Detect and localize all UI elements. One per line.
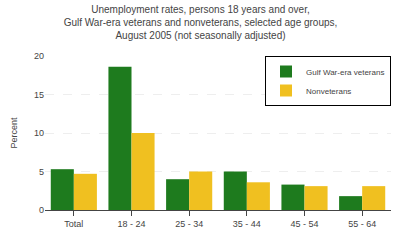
svg-text:0: 0 — [39, 205, 44, 215]
svg-text:18 - 24: 18 - 24 — [117, 219, 145, 229]
svg-text:15: 15 — [34, 90, 44, 100]
svg-text:35 - 44: 35 - 44 — [233, 219, 261, 229]
svg-text:Total: Total — [64, 219, 83, 229]
svg-text:45 - 54: 45 - 54 — [290, 219, 318, 229]
svg-text:55 - 64: 55 - 64 — [348, 219, 376, 229]
svg-text:Gulf War-era veterans: Gulf War-era veterans — [306, 68, 384, 77]
svg-text:5: 5 — [39, 167, 44, 177]
svg-text:25 - 34: 25 - 34 — [175, 219, 203, 229]
svg-text:20: 20 — [34, 51, 44, 61]
svg-text:Nonveterans: Nonveterans — [306, 87, 351, 96]
svg-text:Unemployment rates, persons 18: Unemployment rates, persons 18 years and… — [64, 4, 338, 41]
svg-text:Percent: Percent — [9, 117, 19, 149]
svg-text:10: 10 — [34, 128, 44, 138]
